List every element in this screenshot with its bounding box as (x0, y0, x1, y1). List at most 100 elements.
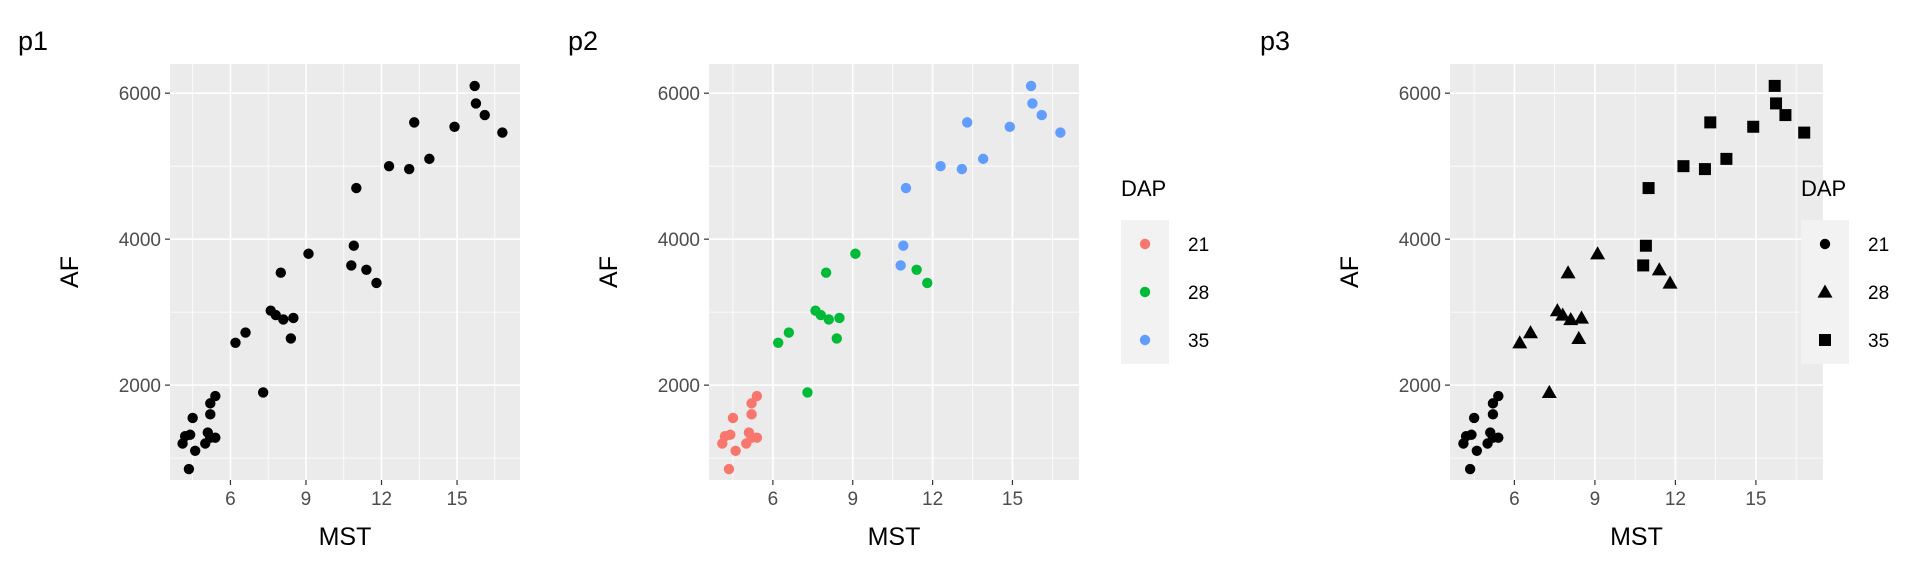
data-point-dap-35 (977, 153, 989, 165)
data-point-dap-28 (270, 309, 281, 321)
data-point-dap-35 (346, 260, 357, 271)
data-point-dap-35 (1747, 120, 1760, 133)
data-point-dap-28 (1590, 246, 1606, 260)
data-point-dap-28 (1541, 384, 1557, 399)
data-point-dap-28 (285, 333, 297, 344)
data-point-dap-28 (922, 277, 933, 289)
data-point-dap-21 (205, 409, 216, 420)
data-point-dap-28 (257, 387, 269, 398)
data-point-dap-35 (962, 117, 973, 128)
data-point-dap-35 (1055, 127, 1066, 138)
data-point-dap-35 (351, 182, 362, 194)
y-tick-label: 2000 (119, 376, 161, 397)
legend-label: 35 (1188, 331, 1209, 352)
x-axis-label: MST (1610, 523, 1663, 551)
data-point-dap-35 (898, 240, 909, 251)
data-point-dap-21 (205, 398, 216, 409)
legend-label: 28 (1188, 283, 1209, 304)
y-tick-label: 2000 (658, 376, 700, 397)
x-tick-label: 15 (446, 489, 467, 510)
legend-label: 35 (1868, 331, 1889, 352)
data-point-dap-28 (1651, 262, 1667, 276)
data-point-dap-28 (831, 333, 842, 344)
data-point-dap-28 (1555, 307, 1571, 321)
data-point-dap-35 (348, 240, 360, 251)
data-point-dap-28 (275, 267, 286, 278)
plot-tag: p2 (568, 26, 598, 56)
data-point-dap-35 (1025, 80, 1037, 92)
data-point-dap-21 (727, 412, 739, 424)
data-point-dap-21 (725, 429, 736, 440)
panel-background (1450, 64, 1823, 480)
data-point-dap-21 (730, 445, 741, 457)
data-point-dap-21 (1493, 390, 1504, 402)
data-point-dap-28 (783, 327, 795, 338)
legend-label: 21 (1188, 235, 1209, 256)
legend-key-35 (1819, 334, 1831, 346)
data-point-dap-35 (1637, 259, 1650, 272)
x-tick-label: 15 (1002, 489, 1023, 510)
data-point-dap-28 (278, 314, 289, 325)
data-point-dap-35 (1642, 182, 1655, 195)
y-tick-label: 4000 (658, 230, 700, 251)
y-axis-label: AF (56, 256, 84, 288)
data-point-dap-35 (1779, 109, 1792, 122)
x-tick-label: 12 (1665, 489, 1686, 510)
plot-p2: p2 6 9 12 15 2000 4000 6000 MST AF DAP 21 28 35 (568, 26, 1209, 551)
data-point-dap-35 (895, 260, 906, 271)
data-point-dap-35 (1004, 121, 1015, 132)
data-point-dap-21 (1487, 409, 1499, 420)
data-point-dap-28 (850, 248, 861, 259)
data-point-dap-35 (1698, 163, 1711, 176)
plot-tag: p1 (18, 26, 48, 56)
x-tick-label: 9 (1590, 489, 1601, 510)
data-point-dap-35 (479, 109, 490, 121)
data-point-dap-21 (1487, 398, 1499, 409)
data-point-dap-28 (1563, 311, 1579, 326)
data-point-dap-21 (1468, 412, 1480, 424)
plot-tag: p3 (1260, 26, 1290, 56)
data-point-dap-28 (834, 312, 845, 324)
data-point-dap-35 (470, 98, 482, 109)
data-point-dap-28 (823, 314, 834, 325)
data-point-dap-35 (1768, 79, 1781, 92)
plot-p3: p3 6 9 12 15 2000 4000 6000 MST AF DAP 21 28 35 (1260, 26, 1889, 551)
data-point-dap-28 (1573, 310, 1589, 324)
panel-background (709, 64, 1079, 480)
data-point-dap-28 (773, 337, 784, 348)
data-point-dap-28 (1662, 275, 1678, 289)
data-point-dap-28 (820, 267, 832, 278)
x-tick-label: 9 (301, 489, 312, 510)
data-point-dap-21 (210, 432, 221, 443)
y-tick-label: 6000 (119, 84, 161, 105)
data-point-dap-35 (1639, 239, 1652, 252)
y-axis-label: AF (595, 256, 623, 288)
legend-title: DAP (1801, 176, 1846, 201)
legend: DAP 21 28 35 (1801, 176, 1889, 364)
legend-title: DAP (1121, 176, 1166, 201)
y-tick-label: 2000 (1399, 376, 1441, 397)
data-point-dap-35 (900, 182, 912, 194)
data-point-dap-21 (187, 412, 198, 424)
data-point-dap-28 (230, 337, 241, 348)
legend-key-28 (1817, 284, 1833, 298)
data-point-dap-35 (1027, 98, 1038, 109)
data-point-dap-35 (409, 117, 420, 128)
data-point-dap-28 (1560, 265, 1576, 279)
legend: DAP 21 28 35 (1121, 176, 1209, 364)
data-point-dap-21 (189, 445, 201, 457)
data-point-dap-21 (210, 390, 221, 402)
plot-p1: p1 6 9 12 15 2000 4000 6000 MST AF (18, 26, 520, 551)
legend-key-21 (1819, 238, 1831, 250)
data-point-dap-21 (1464, 463, 1476, 475)
x-tick-label: 12 (922, 489, 943, 510)
y-tick-label: 4000 (119, 230, 161, 251)
data-point-dap-28 (802, 387, 813, 398)
y-tick-label: 4000 (1399, 230, 1441, 251)
legend-label: 28 (1868, 283, 1889, 304)
data-point-dap-28 (1512, 335, 1528, 349)
data-point-dap-35 (1704, 116, 1717, 129)
data-point-dap-28 (361, 264, 372, 276)
data-point-dap-35 (1770, 97, 1783, 110)
